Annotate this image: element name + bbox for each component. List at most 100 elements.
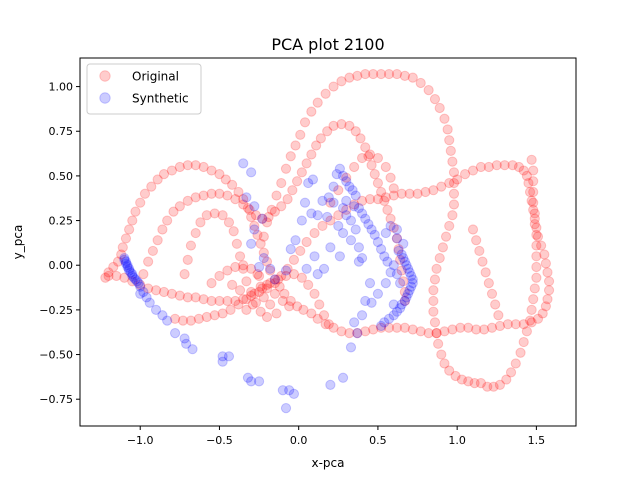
original-point-57 — [439, 326, 450, 337]
y-tick-label-7: 1.00 — [49, 81, 74, 94]
original-point-279 — [177, 315, 189, 326]
synthetic-point-14 — [133, 277, 144, 289]
original-point-8 — [127, 215, 138, 226]
synthetic-point-40 — [238, 158, 249, 169]
original-point-30 — [255, 238, 266, 249]
original-point-334 — [265, 299, 276, 310]
original-point-94 — [467, 165, 479, 176]
x-tick-label-4: 1.0 — [448, 434, 466, 447]
original-point-314 — [246, 286, 257, 298]
synthetic-point-27 — [217, 351, 228, 362]
synthetic-point-86 — [328, 197, 339, 208]
original-point-42 — [320, 319, 331, 330]
original-point-61 — [471, 324, 482, 335]
original-point-274 — [528, 186, 539, 198]
original-point-298 — [318, 310, 330, 321]
original-point-184 — [379, 195, 390, 207]
synthetic-point-95 — [345, 235, 357, 246]
original-point-254 — [488, 381, 499, 392]
original-point-80 — [531, 222, 542, 233]
original-point-51 — [391, 322, 403, 333]
original-point-69 — [532, 313, 544, 324]
original-point-58 — [447, 324, 458, 335]
original-point-181 — [369, 169, 380, 180]
original-point-201 — [285, 151, 296, 162]
original-point-116 — [295, 245, 306, 257]
original-point-112 — [325, 215, 336, 226]
synthetic-point-111 — [404, 285, 415, 296]
original-point-156 — [230, 194, 241, 205]
original-point-354 — [380, 161, 391, 173]
original-point-123 — [246, 290, 257, 301]
original-point-200 — [280, 163, 292, 174]
y-axis-ticks: −0.75 −0.50 −0.25 0.00 0.25 0.50 0.75 1.00 — [39, 81, 80, 406]
original-point-217 — [399, 70, 410, 81]
original-point-311 — [234, 251, 246, 262]
original-point-203 — [295, 129, 306, 140]
original-point-280 — [185, 315, 197, 326]
original-point-313 — [241, 276, 252, 287]
synthetic-point-61 — [323, 192, 334, 203]
original-point-336 — [227, 279, 238, 290]
original-point-243 — [431, 328, 442, 339]
original-point-317 — [261, 311, 273, 323]
original-point-281 — [193, 313, 204, 324]
synthetic-point-18 — [135, 288, 146, 299]
original-point-100 — [420, 186, 431, 198]
original-point-267 — [531, 261, 542, 273]
synthetic-point-24 — [179, 333, 190, 344]
original-point-265 — [529, 283, 540, 294]
original-point-238 — [429, 274, 441, 285]
original-point-192 — [398, 276, 409, 287]
original-point-261 — [521, 326, 532, 337]
synthetic-point-20 — [150, 304, 162, 315]
original-point-78 — [536, 240, 547, 251]
original-point-34 — [269, 274, 281, 285]
x-tick-label-0: −1.0 — [127, 434, 154, 447]
original-point-152 — [198, 190, 209, 201]
original-point-291 — [272, 274, 284, 285]
x-tick-label-3: 0.5 — [369, 434, 387, 447]
synthetic-point-139 — [352, 328, 363, 339]
original-point-187 — [388, 222, 399, 233]
original-point-177 — [355, 133, 366, 144]
original-point-143 — [143, 256, 154, 267]
original-point-264 — [528, 294, 539, 305]
original-point-186 — [385, 213, 396, 224]
original-point-33 — [265, 265, 276, 276]
original-point-65 — [502, 319, 513, 330]
synthetic-point-46 — [246, 238, 257, 249]
original-point-207 — [320, 88, 331, 99]
original-point-288 — [249, 288, 260, 299]
original-point-185 — [382, 204, 393, 215]
original-point-76 — [540, 258, 551, 269]
synthetic-point-11 — [128, 272, 139, 283]
original-point-15 — [166, 165, 178, 176]
original-point-164 — [282, 194, 293, 205]
synthetic-point-115 — [396, 299, 407, 310]
original-point-13 — [152, 174, 163, 185]
original-point-124 — [238, 294, 249, 305]
original-point-335 — [271, 308, 282, 319]
original-point-114 — [309, 227, 320, 239]
original-point-121 — [261, 283, 273, 294]
original-point-236 — [434, 252, 445, 264]
original-point-149 — [174, 201, 185, 212]
original-point-333 — [247, 299, 258, 310]
synthetic-point-43 — [249, 201, 260, 212]
synthetic-point-4 — [122, 260, 133, 271]
synthetic-point-41 — [246, 167, 257, 178]
original-point-44 — [336, 326, 347, 337]
original-point-277 — [526, 154, 537, 165]
y-tick-label-4: 0.25 — [49, 215, 74, 228]
original-point-24 — [233, 186, 244, 198]
original-point-56 — [431, 328, 442, 339]
synthetic-point-102 — [398, 252, 409, 264]
synthetic-point-52 — [285, 244, 296, 255]
original-point-215 — [383, 68, 395, 80]
original-point-1 — [103, 267, 114, 278]
original-point-303 — [190, 227, 201, 239]
original-point-212 — [360, 68, 371, 80]
original-point-32 — [261, 256, 273, 267]
original-point-82 — [528, 204, 539, 215]
